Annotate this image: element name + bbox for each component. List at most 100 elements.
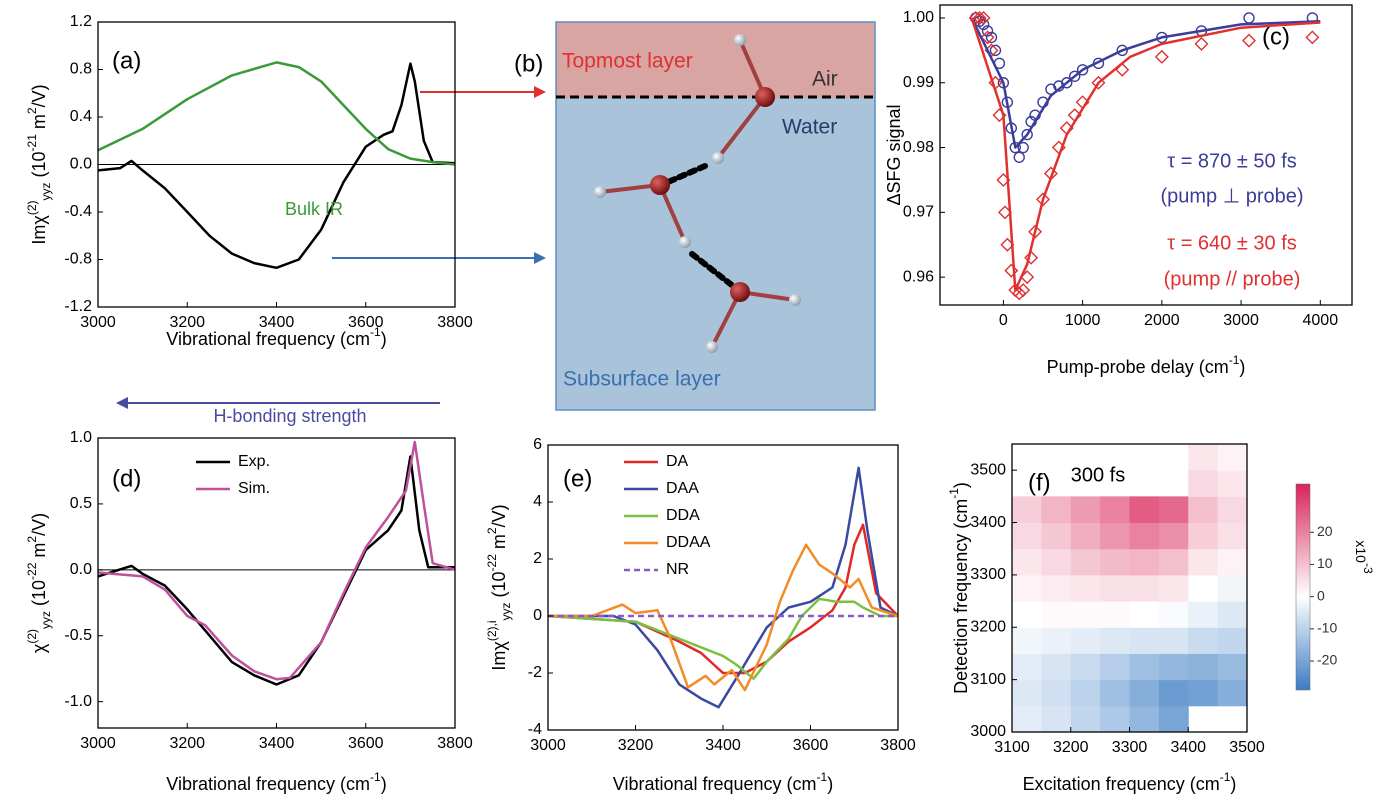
y-tick-label: -0.8 (64, 251, 92, 268)
bond (710, 290, 742, 349)
x-tick-label: 3100 (994, 739, 1030, 756)
x-axis-label-part: -1 (817, 770, 828, 784)
series-line (98, 440, 455, 681)
x-axis-label: Excitation frequency (cm-1) (1023, 770, 1237, 794)
y-tick-label: 3400 (970, 514, 1006, 531)
colorbar-label: x10-3 (1353, 540, 1375, 574)
heat-cell (1012, 705, 1042, 733)
y-axis-label-part: -21 (25, 134, 39, 152)
heat-cell (1012, 548, 1042, 576)
marker (1021, 128, 1033, 141)
heat-cell (1012, 679, 1042, 707)
x-tick-label: 3600 (348, 314, 384, 331)
y-tick-label: 0.0 (70, 561, 92, 578)
y-tick-label: 0.97 (903, 204, 934, 221)
marker (1017, 141, 1029, 154)
x-tick-label: 3200 (169, 314, 205, 331)
y-tick-label: 3500 (970, 461, 1006, 478)
y-tick-label: 6 (533, 436, 542, 453)
annotation: τ = 640 ± 30 fs (1167, 232, 1297, 254)
heat-cell (1100, 574, 1130, 602)
series-line (548, 523, 898, 675)
x-axis-label-part: ) (1239, 357, 1245, 377)
heat-cell (1158, 705, 1189, 733)
y-axis-label-part: 2 (25, 107, 39, 114)
arrow-head (534, 86, 546, 98)
heat-cell (1158, 627, 1189, 654)
y-axis-label-part: m (489, 534, 509, 554)
heat-cell (1012, 496, 1042, 524)
heat-cell (1188, 522, 1219, 550)
colorbar-label-part: x10 (1353, 540, 1369, 563)
y-axis-label-part: yyz (39, 611, 53, 629)
colorbar-tick-label: 0 (1317, 587, 1325, 603)
marker (1024, 250, 1039, 265)
marker (985, 31, 998, 44)
arrow-head (534, 252, 546, 264)
plot-frame (1011, 443, 1248, 733)
y-tick-label: 1.00 (903, 9, 934, 26)
series-line (98, 62, 455, 270)
y-tick-label: 3200 (970, 618, 1006, 635)
interface-diagram: (b) Topmost layer Air Water Subsurface l… (514, 21, 876, 411)
x-axis-label-part: Vibrational frequency (cm (613, 774, 817, 794)
oxygen (650, 175, 670, 195)
x-axis-label: Pump-probe delay (cm-1) (1047, 353, 1246, 377)
heat-cell (1188, 627, 1219, 654)
y-axis-label-part: (2) (25, 629, 39, 644)
marker (1036, 192, 1050, 207)
x-tick-label: 3000 (80, 314, 116, 331)
legend-label: Sim. (238, 480, 270, 497)
y-axis-label-part: -1 (947, 488, 961, 499)
x-tick-label: 2000 (1144, 312, 1180, 329)
legend-label: NR (666, 561, 689, 578)
series-line (98, 455, 455, 686)
heat-cell (1129, 601, 1160, 628)
water-label: Water (782, 116, 837, 139)
plot-frame (97, 437, 456, 729)
y-axis-label-part: Imχ (29, 215, 49, 245)
subsurface-label: Subsurface layer (563, 368, 721, 391)
y-axis-label-part: ΔSFG signal (884, 104, 904, 205)
marker (1076, 64, 1089, 76)
panel-label: (b) (514, 50, 543, 77)
heat-cell (1217, 444, 1248, 471)
y-tick-label: 0.4 (70, 108, 92, 125)
y-tick-label: 0.99 (903, 74, 934, 91)
y-tick-label: 0 (533, 607, 542, 624)
bond (716, 95, 767, 160)
x-tick-label: 1000 (1065, 312, 1101, 329)
heat-cell (1188, 601, 1219, 628)
hbond-label: H-bonding strength (213, 406, 366, 426)
hydrogen (594, 186, 606, 198)
x-tick-label: 4000 (1303, 312, 1339, 329)
y-axis-label-part: Imχ (489, 641, 509, 671)
heat-cell (1041, 574, 1072, 602)
arrows: H-bonding strength (116, 86, 546, 426)
hydrogen (706, 341, 718, 353)
heat-cell (1041, 522, 1072, 550)
x-tick-label: 3400 (1170, 739, 1206, 756)
heat-cell (1041, 653, 1072, 681)
y-axis-label-part: m (29, 543, 49, 563)
x-axis-label-part: Vibrational frequency (cm (166, 774, 370, 794)
marker (1004, 263, 1019, 278)
heat-cell (1041, 548, 1072, 576)
heat-cell (1012, 653, 1042, 681)
y-axis-label-part: /V) (489, 504, 509, 527)
hydrogen (712, 152, 724, 164)
y-axis-label-part: /V) (29, 84, 49, 107)
marker (1061, 77, 1073, 89)
heat-cell (1070, 522, 1101, 550)
heat-cell (1012, 522, 1042, 550)
panel-label: (c) (1262, 23, 1290, 50)
x-axis-label-part: ) (1230, 774, 1236, 794)
heat-cell (1070, 705, 1101, 733)
y-axis-label-part: (2),i (485, 620, 499, 641)
heat-cell (1041, 679, 1072, 707)
marker (1028, 224, 1043, 239)
colorbar (1295, 483, 1311, 691)
heat-cell (1129, 548, 1160, 576)
heat-cell (1217, 601, 1248, 628)
heat-cell (1158, 522, 1189, 550)
